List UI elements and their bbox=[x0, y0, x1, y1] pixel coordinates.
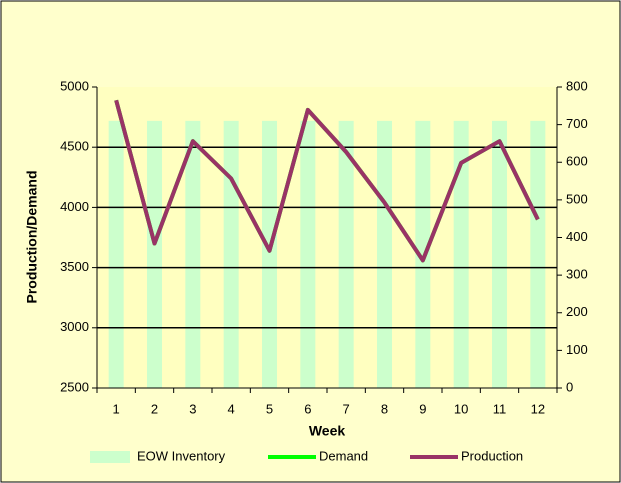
bar bbox=[492, 120, 507, 389]
bar bbox=[415, 120, 431, 389]
y-tick-label: 3000 bbox=[60, 319, 89, 334]
x-tick-label: 5 bbox=[266, 401, 273, 416]
x-tick-label: 3 bbox=[189, 401, 196, 416]
y2-tick-label: 300 bbox=[566, 267, 588, 282]
bar bbox=[147, 120, 162, 389]
plot-area bbox=[97, 87, 557, 388]
x-tick-label: 9 bbox=[419, 401, 426, 416]
bar bbox=[300, 120, 316, 389]
bar bbox=[530, 120, 546, 389]
x-tick-label: 10 bbox=[454, 401, 468, 416]
legend-label: EOW Inventory bbox=[137, 448, 226, 463]
bar bbox=[108, 120, 124, 389]
x-tick-label: 8 bbox=[381, 401, 388, 416]
y-tick-label: 3500 bbox=[60, 259, 89, 274]
y2-tick-label: 700 bbox=[566, 116, 588, 131]
y2-tick-label: 200 bbox=[566, 304, 588, 319]
y-tick-label: 5000 bbox=[60, 78, 89, 93]
x-tick-label: 11 bbox=[493, 401, 507, 416]
x-tick-label: 4 bbox=[228, 401, 235, 416]
line-series bbox=[114, 99, 540, 263]
x-tick-label: 2 bbox=[151, 401, 158, 416]
legend-label: Production bbox=[461, 448, 523, 463]
x-tick-label: 7 bbox=[343, 401, 350, 416]
bar bbox=[262, 120, 277, 389]
bar bbox=[223, 120, 239, 389]
y2-tick-label: 400 bbox=[566, 229, 588, 244]
x-tick-label: 12 bbox=[531, 401, 545, 416]
y-tick-label: 4500 bbox=[60, 139, 89, 154]
x-axis-title: Week bbox=[309, 423, 346, 439]
y-axis-title: Production/Demand bbox=[24, 170, 40, 303]
legend-swatch bbox=[90, 451, 130, 463]
bar bbox=[453, 120, 469, 389]
x-tick-label: 6 bbox=[304, 401, 311, 416]
y2-tick-label: 100 bbox=[566, 342, 588, 357]
bar bbox=[185, 120, 201, 389]
x-tick-label: 1 bbox=[113, 401, 120, 416]
y2-tick-label: 0 bbox=[566, 379, 573, 394]
y2-tick-label: 500 bbox=[566, 191, 588, 206]
bar bbox=[377, 120, 392, 389]
y2-tick-label: 800 bbox=[566, 78, 588, 93]
legend-label: Demand bbox=[319, 448, 368, 463]
bar bbox=[338, 120, 354, 389]
y-tick-label: 2500 bbox=[60, 379, 89, 394]
y2-tick-label: 600 bbox=[566, 154, 588, 169]
y-tick-label: 4000 bbox=[60, 199, 89, 214]
